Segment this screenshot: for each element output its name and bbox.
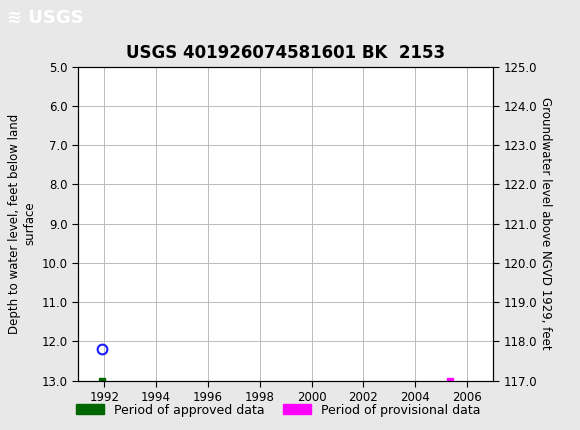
Title: USGS 401926074581601 BK  2153: USGS 401926074581601 BK 2153	[126, 44, 445, 62]
Y-axis label: Groundwater level above NGVD 1929, feet: Groundwater level above NGVD 1929, feet	[539, 97, 552, 350]
Legend: Period of approved data, Period of provisional data: Period of approved data, Period of provi…	[71, 399, 485, 421]
Text: ≋ USGS: ≋ USGS	[7, 9, 84, 27]
Y-axis label: Depth to water level, feet below land
surface: Depth to water level, feet below land su…	[8, 114, 36, 334]
